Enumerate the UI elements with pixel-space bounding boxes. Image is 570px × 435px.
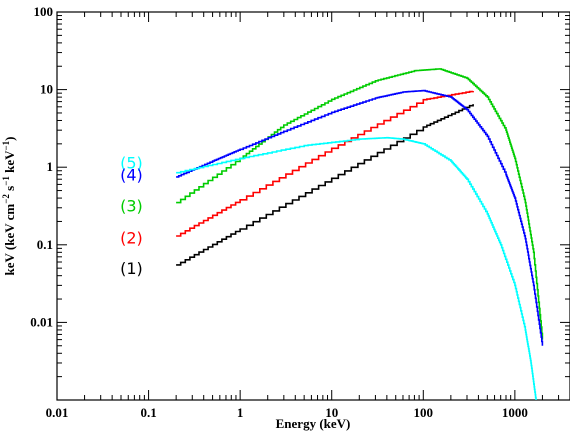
x-tick-label: 1000: [502, 405, 528, 420]
y-tick-label: 0.1: [37, 237, 53, 252]
y-tick-label: 0.01: [30, 314, 53, 329]
series-line-3: [176, 68, 544, 340]
x-tick-label: 0.1: [140, 405, 156, 420]
x-tick-label: 0.01: [46, 405, 69, 420]
series-line-2: [176, 90, 474, 237]
x-tick-label: 100: [414, 405, 434, 420]
y-tick-label: 10: [40, 82, 53, 97]
series-label: (4): [120, 166, 143, 185]
y-tick-label: 100: [34, 4, 54, 19]
series-annotations: (5)(4) (3) (2) (1): [120, 153, 143, 278]
x-tick-label: 10: [325, 405, 338, 420]
plot-frame: [56, 11, 570, 401]
series-line-4: [176, 89, 544, 346]
axis-tick-labels: 0.01 0.1 1 10 100 1000 0.01 0.1 1 10 100: [30, 4, 528, 420]
axis-ticks: [56, 11, 570, 401]
series-label: (5): [120, 153, 143, 172]
series-line-5: [176, 136, 537, 400]
series-line-1: [176, 104, 474, 266]
x-tick-label: 1: [237, 405, 244, 420]
y-axis-title: keV (keV cm−2 s−1 keV−1): [1, 137, 17, 276]
x-axis-title: Energy (keV): [276, 416, 351, 431]
series-label: (2): [120, 228, 143, 247]
series-group: [176, 68, 544, 400]
series-label: (3): [120, 197, 143, 216]
series-label: (1): [120, 259, 143, 278]
y-tick-label: 1: [47, 159, 54, 174]
